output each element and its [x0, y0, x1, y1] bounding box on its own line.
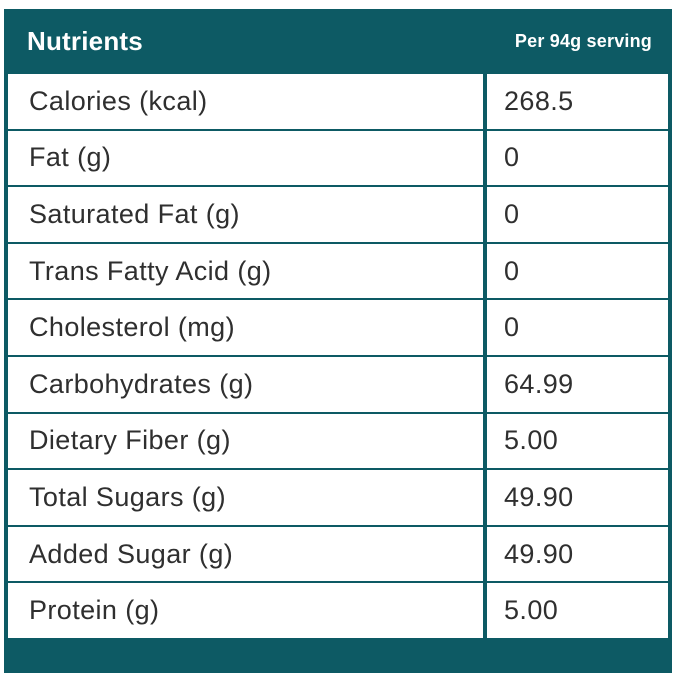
table-row: Protein (g) 5.00 [8, 583, 668, 638]
nutrient-value: 49.90 [483, 526, 668, 582]
table-row: Carbohydrates (g) 64.99 [8, 356, 668, 414]
nutrient-label: Total Sugars (g) [29, 481, 226, 512]
table-body: Calories (kcal) 268.5 Fat (g) 0 Saturate… [4, 74, 672, 638]
nutrient-value: 0 [483, 130, 668, 186]
nutrient-label: Calories (kcal) [29, 85, 208, 116]
nutrient-label: Added Sugar (g) [29, 538, 234, 569]
nutrient-label: Cholesterol (mg) [29, 312, 235, 343]
nutrients-table: Nutrients Per 94g serving Calories (kcal… [4, 9, 672, 673]
nutrient-label: Protein (g) [29, 595, 160, 626]
nutrient-value: 0 [483, 187, 668, 242]
nutrient-value: 0 [483, 300, 668, 355]
table-header: Nutrients Per 94g serving [4, 9, 672, 74]
table-footer [4, 638, 672, 673]
nutrient-value: 49.90 [483, 470, 668, 525]
table-row: Trans Fatty Acid (g) 0 [8, 243, 668, 301]
nutrient-value: 64.99 [483, 356, 668, 412]
table-row: Total Sugars (g) 49.90 [8, 470, 668, 527]
nutrient-label: Dietary Fiber (g) [29, 425, 231, 456]
table-title: Nutrients [27, 26, 143, 56]
table-row: Added Sugar (g) 49.90 [8, 526, 668, 584]
nutrient-value: 0 [483, 243, 668, 299]
table-row: Saturated Fat (g) 0 [8, 187, 668, 244]
nutrient-label: Fat (g) [29, 142, 112, 173]
table-row: Cholesterol (mg) 0 [8, 300, 668, 357]
nutrient-value: 5.00 [483, 583, 668, 638]
table-row: Fat (g) 0 [8, 130, 668, 188]
table-row: Dietary Fiber (g) 5.00 [8, 413, 668, 471]
nutrient-value: 5.00 [483, 413, 668, 469]
nutrient-label: Carbohydrates (g) [29, 368, 254, 399]
nutrient-label: Saturated Fat (g) [29, 198, 240, 229]
nutrient-label: Trans Fatty Acid (g) [29, 255, 272, 286]
serving-size-label: Per 94g serving [514, 31, 652, 51]
table-row: Calories (kcal) 268.5 [8, 74, 668, 131]
nutrient-value: 268.5 [483, 74, 668, 129]
